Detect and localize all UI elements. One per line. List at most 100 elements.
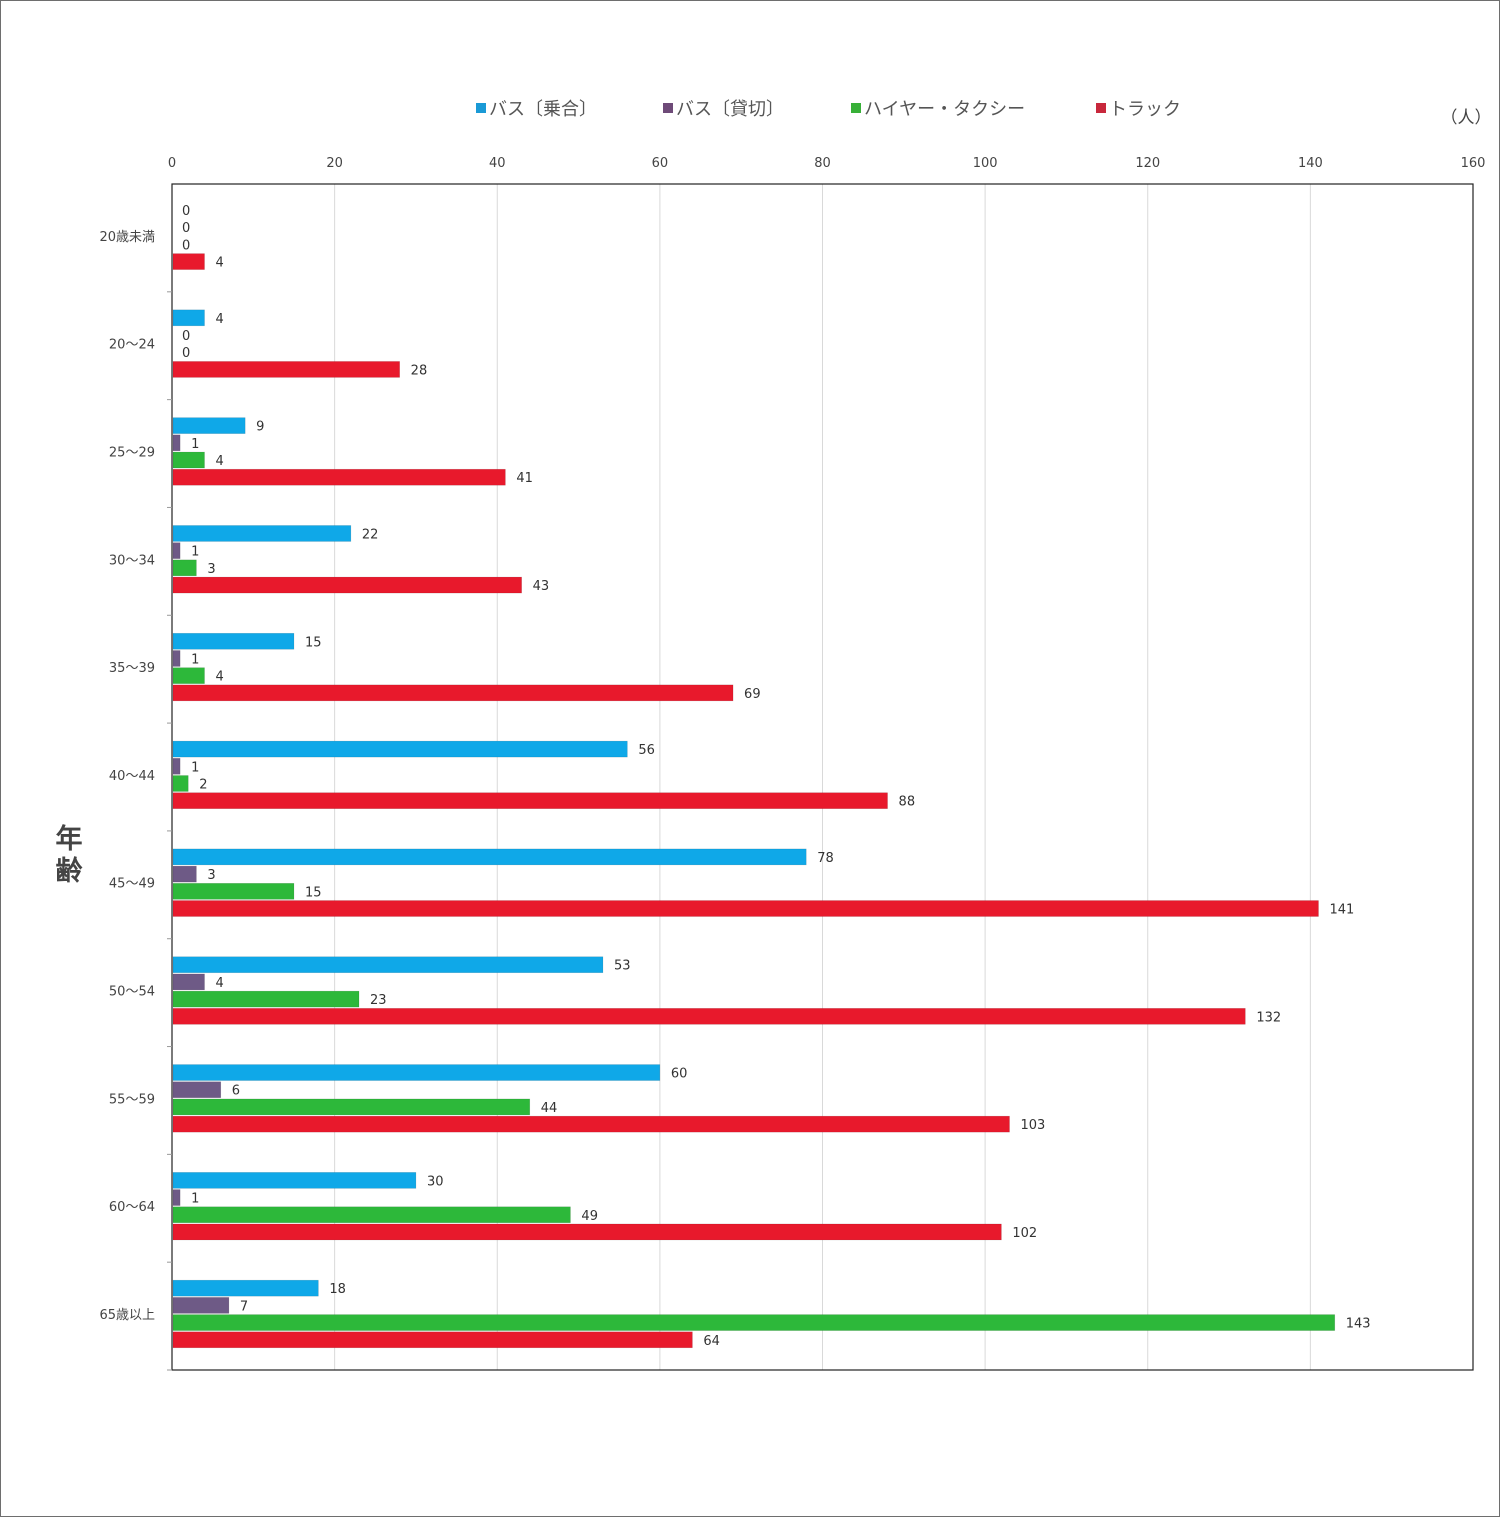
category-label: 25～29	[109, 445, 155, 460]
legend-swatch	[1096, 103, 1106, 113]
data-label: 9	[256, 420, 264, 435]
bar	[172, 900, 1319, 917]
data-label: 102	[1012, 1226, 1037, 1241]
bar	[172, 1081, 222, 1099]
category-label: 35～39	[109, 661, 155, 676]
bar	[172, 525, 352, 542]
data-labels: 0004400289144122134315146956128878315141…	[182, 204, 1371, 1349]
legend-label: トラック	[1109, 99, 1181, 120]
bar	[172, 973, 205, 991]
data-label: 0	[182, 204, 190, 219]
bar	[172, 757, 181, 775]
bar	[172, 253, 205, 270]
bar	[172, 956, 604, 974]
data-label: 4	[216, 256, 224, 271]
data-label: 15	[305, 635, 322, 650]
bar	[172, 559, 197, 577]
data-label: 22	[362, 527, 379, 542]
legend-swatch	[663, 103, 673, 113]
x-tick-label: 20	[326, 156, 343, 171]
x-axis-ticks: 0 20 40 60 80 100 120 140 160	[168, 156, 1486, 171]
legend-swatch	[476, 103, 486, 113]
data-label: 0	[182, 329, 190, 344]
data-label: 28	[411, 363, 428, 378]
bar	[172, 1314, 1336, 1331]
bar	[172, 792, 888, 809]
category-labels: 20歳未満 20～24 25～29 30～34 35～39 40～44 45～49 50～54…	[99, 230, 155, 1323]
bar	[172, 434, 181, 452]
x-tick-label: 40	[489, 156, 506, 171]
legend-swatch	[851, 103, 861, 113]
bar	[172, 542, 181, 559]
bar	[172, 417, 246, 434]
bar	[172, 775, 189, 792]
bar	[172, 1331, 693, 1349]
data-label: 88	[899, 795, 916, 810]
data-label: 53	[614, 959, 631, 974]
bar	[172, 667, 205, 684]
data-label: 6	[232, 1084, 240, 1099]
bar	[172, 740, 628, 758]
legend-label: ハイヤー・タクシー	[864, 99, 1025, 120]
data-label: 49	[581, 1209, 598, 1224]
plot-area-border	[171, 183, 1474, 1371]
category-label: 40～44	[109, 769, 155, 784]
data-label: 0	[182, 238, 190, 253]
data-label: 30	[427, 1174, 444, 1189]
data-label: 23	[370, 993, 387, 1008]
x-tick-label: 100	[973, 156, 998, 171]
data-label: 103	[1021, 1118, 1046, 1133]
data-label: 2	[199, 777, 207, 792]
category-label: 30～34	[109, 553, 155, 568]
x-tick-label: 0	[168, 156, 176, 171]
data-label: 64	[703, 1334, 720, 1349]
category-label: 55～59	[109, 1092, 155, 1107]
bar	[172, 650, 181, 667]
data-label: 4	[216, 454, 224, 469]
data-label: 0	[182, 346, 190, 361]
data-label: 44	[541, 1101, 558, 1116]
category-label: 20歳未満	[99, 230, 155, 245]
bar	[172, 848, 807, 866]
data-label: 4	[216, 670, 224, 685]
grid-lines	[167, 183, 1474, 1371]
data-label: 43	[533, 579, 550, 594]
data-label: 4	[216, 976, 224, 991]
bar	[172, 1098, 531, 1116]
data-label: 141	[1330, 903, 1355, 918]
bar	[172, 451, 205, 469]
bars	[172, 253, 1336, 1349]
data-label: 143	[1346, 1317, 1371, 1332]
data-label: 41	[516, 471, 533, 486]
data-label: 4	[216, 312, 224, 327]
data-label: 132	[1256, 1010, 1281, 1025]
data-label: 1	[191, 1192, 199, 1207]
data-label: 1	[191, 437, 199, 452]
bar	[172, 1279, 319, 1297]
category-label: 45～49	[109, 877, 155, 892]
bar	[172, 1115, 1010, 1133]
x-tick-label: 60	[652, 156, 669, 171]
bar	[172, 1206, 571, 1224]
category-label: 20～24	[109, 338, 155, 353]
data-label: 60	[671, 1067, 688, 1082]
category-label: 50～54	[109, 985, 155, 1000]
legend: バス〔乗合〕 バス〔貸切〕 ハイヤー・タクシー トラック	[476, 99, 1181, 120]
legend-label: バス〔貸切〕	[676, 99, 784, 120]
bar	[172, 1008, 1246, 1025]
bar	[172, 361, 400, 378]
data-label: 78	[817, 851, 834, 866]
unit-label: （人）	[1441, 108, 1492, 128]
bar	[172, 1064, 661, 1081]
bar	[172, 1172, 417, 1189]
data-label: 1	[191, 760, 199, 775]
x-tick-label: 120	[1135, 156, 1160, 171]
bar	[172, 632, 295, 650]
data-label: 15	[305, 885, 322, 900]
bar	[172, 865, 197, 883]
data-label: 69	[744, 687, 761, 702]
category-label: 65歳以上	[99, 1308, 155, 1323]
legend-label: バス〔乗合〕	[489, 99, 597, 120]
bar	[172, 990, 360, 1008]
